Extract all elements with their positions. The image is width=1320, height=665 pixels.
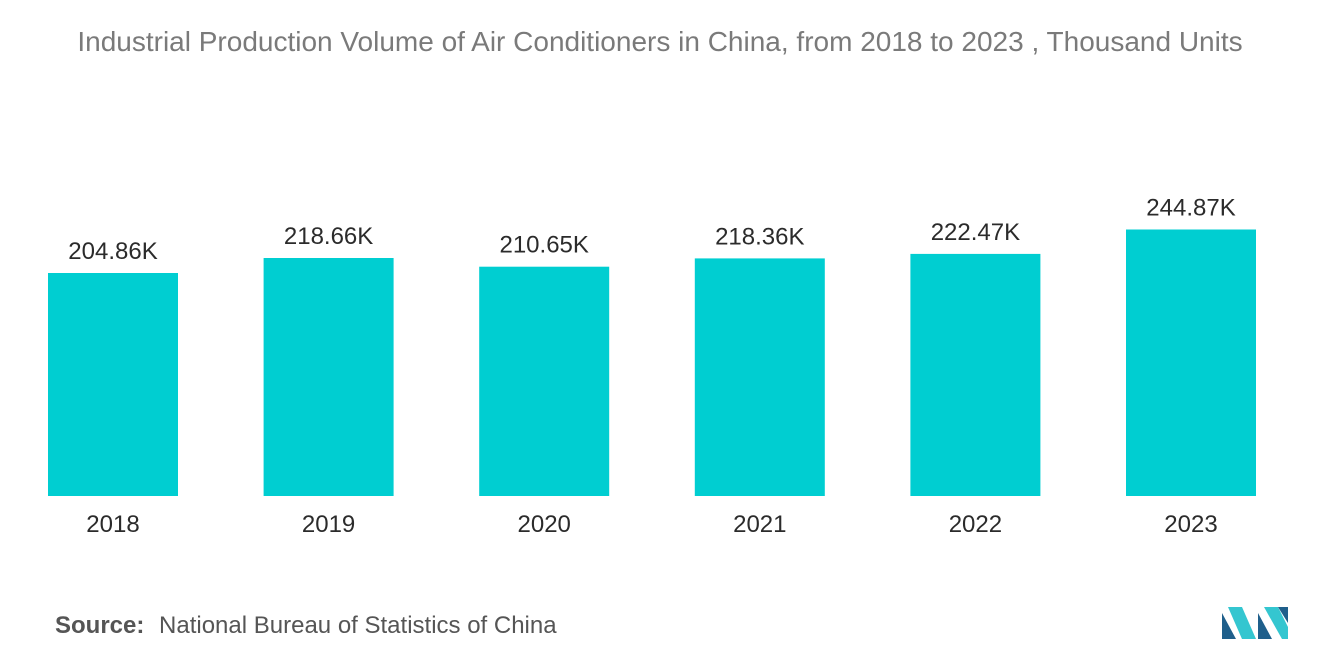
source-prefix: Source: — [55, 612, 145, 639]
bar-2023 — [1126, 229, 1256, 496]
x-tick-label-2021: 2021 — [733, 511, 786, 538]
data-label-2019: 218.66K — [284, 223, 373, 250]
bar-2021 — [694, 258, 825, 496]
bars-group — [48, 229, 1256, 496]
bar-2022 — [910, 253, 1041, 496]
bar-2018 — [48, 273, 178, 496]
bar-2020 — [479, 266, 610, 496]
mordor-logo-icon — [1222, 607, 1288, 639]
data-labels-group: 204.86K 218.66K 210.65K 218.36K 222.47K 244.8… — [68, 195, 1235, 266]
x-tick-label-2018: 2018 — [86, 511, 139, 538]
x-tick-label-2019: 2019 — [302, 511, 355, 538]
source-line: Source: National Bureau of Statistics of… — [55, 612, 557, 640]
data-label-2021: 218.36K — [715, 223, 804, 250]
x-tick-label-2023: 2023 — [1164, 511, 1217, 538]
data-label-2018: 204.86K — [68, 238, 157, 265]
chart-title: Industrial Production Volume of Air Cond… — [77, 26, 1243, 57]
x-tick-label-2022: 2022 — [949, 511, 1002, 538]
x-axis-ticks-group: 2018 2019 2020 2021 2022 2023 — [86, 511, 1217, 538]
bar-2019 — [263, 258, 394, 496]
source-text: National Bureau of Statistics of China — [159, 612, 557, 639]
data-label-2022: 222.47K — [931, 219, 1020, 246]
data-label-2023: 244.87K — [1146, 195, 1235, 222]
data-label-2020: 210.65K — [499, 232, 588, 259]
x-tick-label-2020: 2020 — [518, 511, 571, 538]
